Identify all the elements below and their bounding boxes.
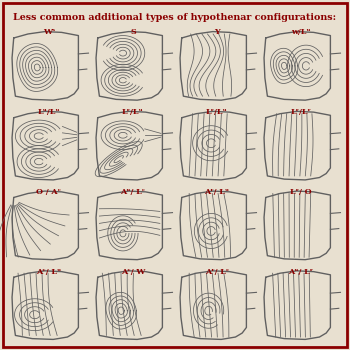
Text: Wˢ: Wˢ	[43, 28, 55, 36]
Text: Aᶜ/ W: Aᶜ/ W	[121, 268, 145, 276]
Text: Y: Y	[214, 28, 220, 36]
Text: Lᵘ/Lᵘ: Lᵘ/Lᵘ	[38, 108, 60, 116]
Text: Lʳ/ O: Lʳ/ O	[290, 188, 312, 196]
Text: Lʳ/Lʳ: Lʳ/Lʳ	[290, 108, 312, 116]
Text: Lʳ/Lᵘ: Lʳ/Lᵘ	[122, 108, 144, 116]
Text: Aᵘ/ Lʳ: Aᵘ/ Lʳ	[288, 268, 314, 276]
Text: Less common additional types of hypothenar configurations:: Less common additional types of hypothen…	[13, 13, 337, 22]
Text: Lʳ/Lᵘ: Lʳ/Lᵘ	[206, 108, 228, 116]
Text: O / Aᶜ: O / Aᶜ	[36, 188, 62, 196]
Text: S: S	[130, 28, 136, 36]
Text: Aᵘ/ Lᶜ: Aᵘ/ Lᶜ	[120, 188, 146, 196]
Text: w/Lᵘ: w/Lᵘ	[291, 28, 311, 36]
Text: Aʳ/ Lᵘ: Aʳ/ Lᵘ	[204, 188, 230, 196]
Text: Aᶜ/ Lᵘ: Aᶜ/ Lᵘ	[36, 268, 62, 276]
Text: Aʳ/ Lᶜ: Aʳ/ Lᶜ	[205, 268, 229, 276]
